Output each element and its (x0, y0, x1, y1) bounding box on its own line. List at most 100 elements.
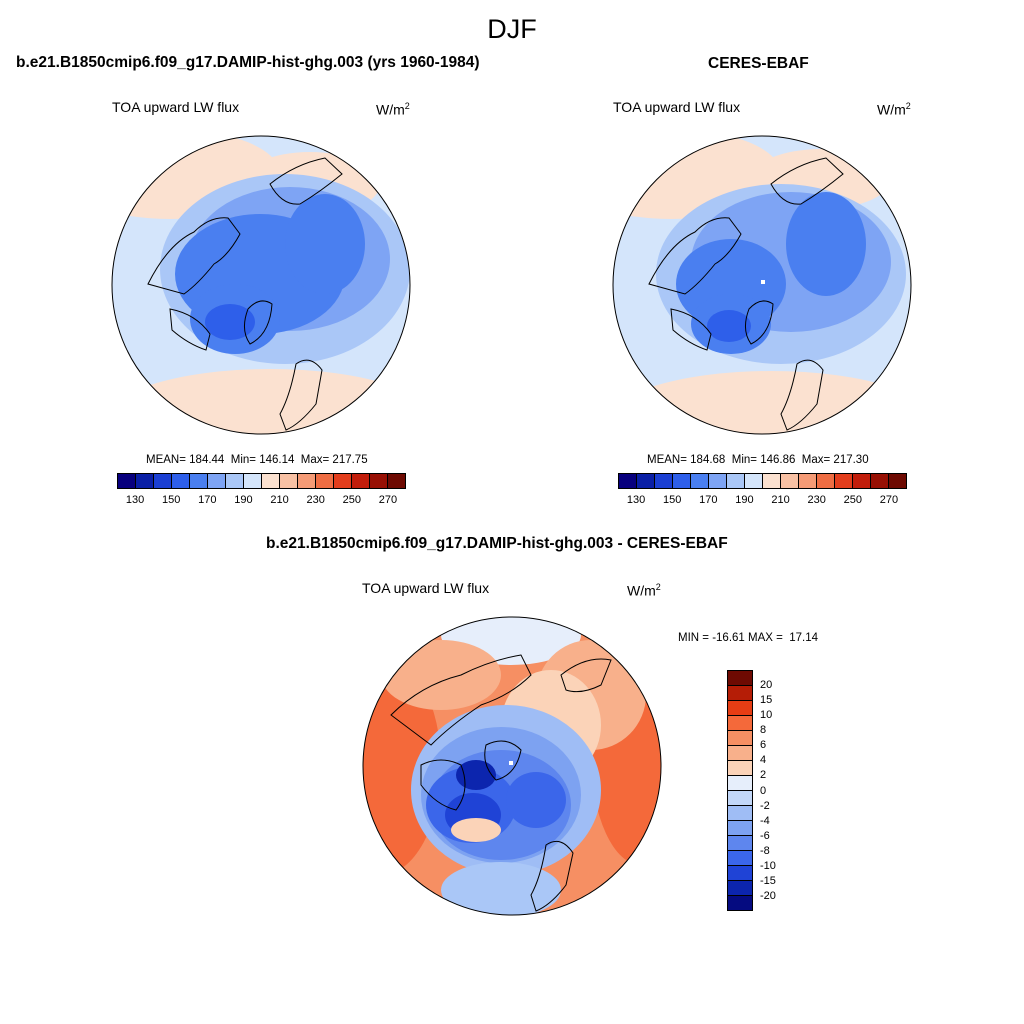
colorbar-swatch (728, 881, 752, 896)
colorbar-swatch (728, 821, 752, 836)
colorbar-tick-label: 10 (760, 709, 773, 722)
colorbar-tick-label: 130 (626, 494, 646, 506)
model-stats-line: MEAN= 184.44 Min= 146.14 Max= 217.75 (146, 454, 368, 466)
colorbar-swatch (871, 474, 889, 488)
colorbar-swatch (691, 474, 709, 488)
colorbar-swatch (728, 791, 752, 806)
obs-colorbar (618, 473, 907, 489)
diff-variable-label: TOA upward LW flux (362, 580, 490, 596)
colorbar-swatch (781, 474, 799, 488)
model-polar-map (111, 135, 411, 435)
colorbar-swatch (728, 776, 752, 791)
colorbar-swatch (619, 474, 637, 488)
obs-polar-map (612, 135, 912, 435)
colorbar-tick-label: 210 (270, 494, 289, 506)
colorbar-swatch (728, 866, 752, 881)
colorbar-tick-label: 250 (843, 494, 862, 506)
colorbar-tick-label: 2 (760, 769, 767, 782)
colorbar-swatch (316, 474, 334, 488)
colorbar-tick-label: 150 (663, 494, 682, 506)
colorbar-swatch (728, 836, 752, 851)
diff-colorbar (727, 670, 753, 911)
colorbar-swatch (352, 474, 370, 488)
colorbar-swatch (280, 474, 298, 488)
colorbar-tick-label: -8 (760, 844, 770, 857)
obs-units-label: W/m2 (877, 101, 911, 118)
colorbar-tick-label: -15 (760, 874, 776, 887)
colorbar-swatch (728, 896, 752, 910)
colorbar-swatch (889, 474, 906, 488)
colorbar-swatch (637, 474, 655, 488)
obs-panel-title: CERES-EBAF (708, 55, 809, 72)
colorbar-tick-label: 0 (760, 784, 767, 797)
colorbar-tick-label: 170 (699, 494, 718, 506)
colorbar-swatch (226, 474, 244, 488)
model-units-label: W/m2 (376, 101, 410, 118)
colorbar-swatch (745, 474, 763, 488)
colorbar-swatch (728, 851, 752, 866)
colorbar-swatch (728, 686, 752, 701)
colorbar-tick-label: -4 (760, 814, 770, 827)
colorbar-swatch (728, 761, 752, 776)
season-title: DJF (487, 14, 537, 44)
colorbar-tick-label: 190 (234, 494, 253, 506)
colorbar-swatch (244, 474, 262, 488)
colorbar-swatch (817, 474, 835, 488)
colorbar-swatch (262, 474, 280, 488)
colorbar-swatch (370, 474, 388, 488)
diff-panel-title: b.e21.B1850cmip6.f09_g17.DAMIP-hist-ghg.… (266, 535, 728, 552)
colorbar-tick-label: 4 (760, 754, 767, 767)
colorbar-swatch (709, 474, 727, 488)
colorbar-swatch (673, 474, 691, 488)
obs-variable-label: TOA upward LW flux (613, 99, 741, 115)
diff-minmax-line: MIN = -16.61 MAX = 17.14 (678, 632, 819, 644)
colorbar-tick-label: 150 (162, 494, 181, 506)
colorbar-tick-label: 270 (378, 494, 398, 506)
colorbar-tick-label: -10 (760, 859, 776, 872)
colorbar-swatch (727, 474, 745, 488)
colorbar-tick-label: 20 (760, 679, 773, 692)
colorbar-swatch (154, 474, 172, 488)
colorbar-tick-label: 230 (807, 494, 826, 506)
colorbar-tick-label: 170 (198, 494, 217, 506)
obs-stats-line: MEAN= 184.68 Min= 146.86 Max= 217.30 (647, 454, 869, 466)
colorbar-swatch (136, 474, 154, 488)
colorbar-swatch (853, 474, 871, 488)
colorbar-swatch (728, 671, 752, 686)
obs-colorbar-ticks: 130 150 170 190 210 230 250 270 (618, 494, 907, 508)
colorbar-tick-label: 250 (342, 494, 361, 506)
diff-polar-map (362, 616, 662, 916)
colorbar-swatch (728, 746, 752, 761)
colorbar-swatch (763, 474, 781, 488)
model-panel-title: b.e21.B1850cmip6.f09_g17.DAMIP-hist-ghg.… (16, 54, 480, 71)
colorbar-swatch (388, 474, 405, 488)
colorbar-swatch (172, 474, 190, 488)
colorbar-swatch (835, 474, 853, 488)
colorbar-tick-label: 190 (735, 494, 754, 506)
colorbar-tick-label: -20 (760, 889, 776, 902)
diff-units-label: W/m2 (627, 582, 661, 599)
colorbar-swatch (208, 474, 226, 488)
colorbar-tick-label: -6 (760, 829, 770, 842)
colorbar-swatch (728, 806, 752, 821)
colorbar-tick-label: 130 (125, 494, 145, 506)
colorbar-swatch (190, 474, 208, 488)
model-variable-label: TOA upward LW flux (112, 99, 240, 115)
colorbar-tick-label: -2 (760, 799, 770, 812)
colorbar-tick-label: 210 (771, 494, 790, 506)
colorbar-tick-label: 8 (760, 724, 767, 737)
colorbar-swatch (728, 701, 752, 716)
diff-colorbar-ticks: 20 15 10 8 6 4 2 0 -2 -4 -6 -8 -10 -15 -20 (760, 670, 800, 911)
colorbar-swatch (298, 474, 316, 488)
colorbar-swatch (728, 731, 752, 746)
colorbar-swatch (728, 716, 752, 731)
colorbar-tick-label: 230 (306, 494, 325, 506)
colorbar-tick-label: 15 (760, 694, 773, 707)
colorbar-tick-label: 6 (760, 739, 767, 752)
colorbar-swatch (655, 474, 673, 488)
model-colorbar (117, 473, 406, 489)
colorbar-swatch (799, 474, 817, 488)
colorbar-swatch (334, 474, 352, 488)
colorbar-swatch (118, 474, 136, 488)
model-colorbar-ticks: 130 150 170 190 210 230 250 270 (117, 494, 406, 508)
